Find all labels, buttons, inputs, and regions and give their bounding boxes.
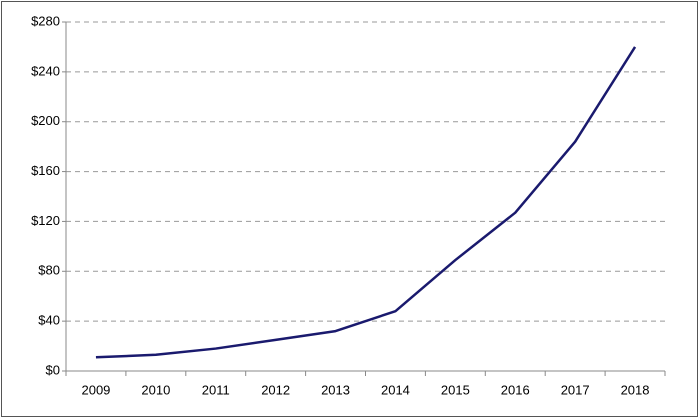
x-tick-label: 2010	[141, 382, 170, 397]
y-tick-label: $280	[31, 13, 60, 28]
data-line	[95, 46, 637, 359]
x-tick-label: 2009	[81, 382, 110, 397]
y-tick-label: $160	[31, 163, 60, 178]
x-tick-label: 2012	[261, 382, 290, 397]
y-tick-label: $0	[46, 362, 60, 377]
x-tick-label: 2015	[441, 382, 470, 397]
x-tick-label: 2014	[381, 382, 410, 397]
y-tick-label: $80	[38, 263, 60, 278]
y-tick-label: $240	[31, 63, 60, 78]
x-tick-label: 2017	[561, 382, 590, 397]
x-tick-label: 2011	[202, 382, 230, 397]
x-tick-label: 2016	[501, 382, 530, 397]
y-tick-label: $40	[38, 313, 60, 328]
x-tick-label: 2018	[621, 382, 650, 397]
y-tick-label: $200	[31, 113, 60, 128]
x-tick-label: 2013	[321, 382, 350, 397]
y-tick-label: $120	[31, 213, 60, 228]
